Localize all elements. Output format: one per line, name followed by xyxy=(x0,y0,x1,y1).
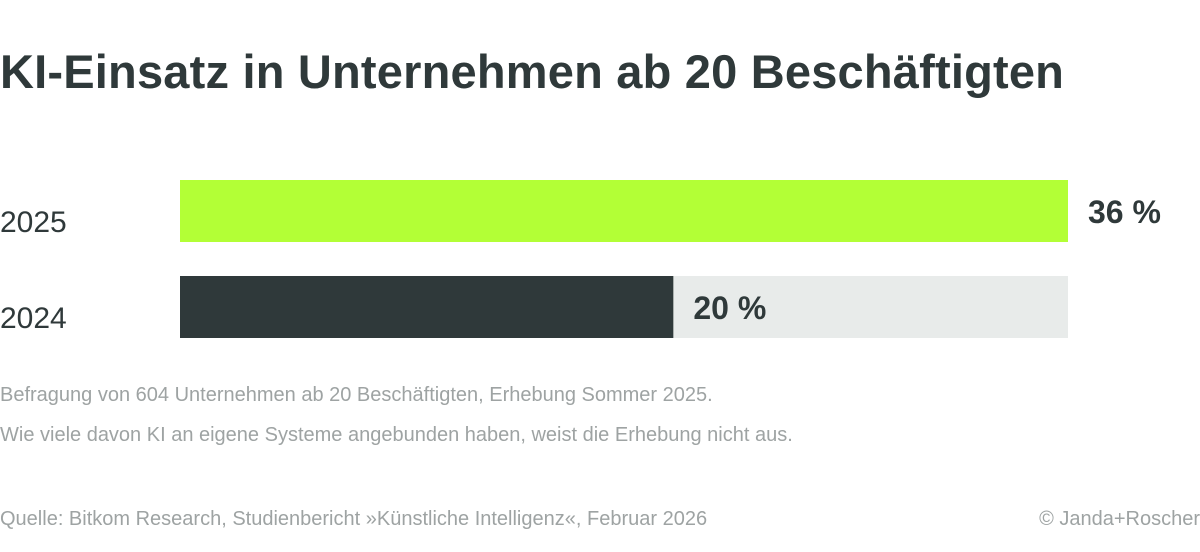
bar-2025 xyxy=(180,180,1068,242)
chart-title: KI-Einsatz in Unternehmen ab 20 Beschäft… xyxy=(0,45,1065,98)
value-label-2025: 36 % xyxy=(1088,194,1161,230)
source-credit: Quelle: Bitkom Research, Studienbericht … xyxy=(0,508,708,530)
copyright-credit: © Janda+Roscher xyxy=(1039,508,1200,530)
bar-2024 xyxy=(180,276,674,338)
category-label-2024: 2024 xyxy=(0,302,67,335)
chart-note-caveat: Wie viele davon KI an eigene Systeme ang… xyxy=(0,424,793,446)
value-label-2024: 20 % xyxy=(693,290,766,326)
chart-note-sample: Befragung von 604 Unternehmen ab 20 Besc… xyxy=(0,384,713,406)
category-label-2025: 2025 xyxy=(0,206,67,239)
